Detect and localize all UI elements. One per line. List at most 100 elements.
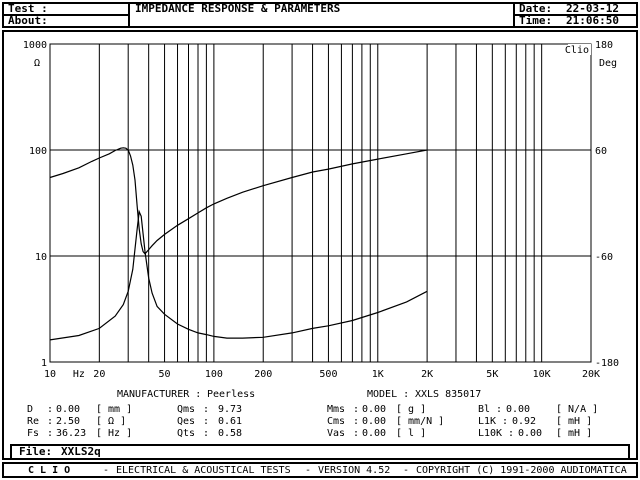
param-vas-name: Vas <box>327 428 346 439</box>
param-l10k-name: L10K <box>478 428 503 439</box>
header-divider-right <box>513 14 638 16</box>
param-re-sep: : <box>47 416 54 427</box>
y-right-tick-label: -180 <box>595 358 619 369</box>
about-label: About: <box>8 14 48 27</box>
plot-border <box>49 43 592 363</box>
param-l1k-name: L1K <box>478 416 497 427</box>
param-mms-unit: [ g ] <box>396 404 427 415</box>
x-tick-label: 500 <box>319 369 337 380</box>
footer-sep-1: - <box>103 465 110 476</box>
y-left-unit: Ω <box>34 58 40 69</box>
page-title: IMPEDANCE RESPONSE & PARAMETERS <box>135 2 341 15</box>
param-mms-name: Mms <box>327 404 346 415</box>
test-label: Test : <box>8 2 48 15</box>
y-right-tick-label: 60 <box>595 146 607 157</box>
param-bl-name: Bl <box>478 404 491 415</box>
param-bl-value: 0.00 <box>506 404 531 415</box>
param-mms-sep: : <box>353 404 360 415</box>
param-re-unit: [ Ω ] <box>96 416 127 427</box>
param-vas-unit: [ l ] <box>396 428 427 439</box>
param-re-value: 2.50 <box>56 416 81 427</box>
param-d-value: 0.00 <box>56 404 81 415</box>
footer-bar <box>2 462 638 478</box>
file-label: File: <box>19 445 53 458</box>
header-divider-left <box>2 14 130 16</box>
param-cms-value: 0.00 <box>362 416 387 427</box>
time-label: Time: <box>519 14 553 27</box>
param-fs-sep: : <box>47 428 54 439</box>
time-value: 21:06:50 <box>566 14 619 27</box>
param-cms-unit: [ mm/N ] <box>396 416 445 427</box>
file-value: XXLS2q <box>61 445 101 458</box>
x-tick-label: 10K <box>533 369 551 380</box>
y-left-tick-label: 1000 <box>23 40 47 51</box>
x-tick-label: 1K <box>372 369 384 380</box>
param-qms-sep: : <box>203 404 210 415</box>
param-fs-value: 36.23 <box>56 428 87 439</box>
param-fs-name: Fs <box>27 428 40 439</box>
param-qms-name: Qms <box>177 404 196 415</box>
param-cms-name: Cms <box>327 416 346 427</box>
param-d-name: D <box>27 404 34 415</box>
x-tick-label: 100 <box>205 369 223 380</box>
x-tick-label: 50 <box>159 369 171 380</box>
y-right-tick-label: -60 <box>595 252 613 263</box>
param-l10k-value: 0.00 <box>518 428 543 439</box>
param-l10k-unit: [ mH ] <box>556 428 593 439</box>
model-value: XXLS 835017 <box>415 389 482 400</box>
param-qts-sep: : <box>203 428 210 439</box>
param-vas-value: 0.00 <box>362 428 387 439</box>
manufacturer-label: MANUFACTURER : <box>117 389 202 400</box>
footer-desc: ELECTRICAL & ACOUSTICAL TESTS <box>116 465 291 476</box>
x-tick-label: 20K <box>582 369 600 380</box>
param-l1k-unit: [ mH ] <box>556 416 593 427</box>
phase-curve <box>49 209 428 341</box>
param-bl-sep: : <box>496 404 503 415</box>
file-bar <box>10 444 630 460</box>
footer-version: VERSION 4.52 <box>318 465 391 476</box>
param-d-unit: [ mm ] <box>96 404 133 415</box>
param-d-sep: : <box>47 404 54 415</box>
param-vas-sep: : <box>353 428 360 439</box>
footer-brand: C L I O <box>28 465 71 476</box>
param-cms-sep: : <box>353 416 360 427</box>
param-qms-value: 9.73 <box>218 404 243 415</box>
param-qes-sep: : <box>203 416 210 427</box>
param-qts-name: Qts <box>177 428 196 439</box>
model-label: MODEL : <box>367 389 410 400</box>
footer-copyright: COPYRIGHT (C) 1991-2000 AUDIOMATICA <box>416 465 627 476</box>
param-qts-value: 0.58 <box>218 428 243 439</box>
date-label: Date: <box>519 2 553 15</box>
param-bl-unit: [ N/A ] <box>556 404 599 415</box>
param-fs-unit: [ Hz ] <box>96 428 133 439</box>
manufacturer-value: Peerless <box>207 389 256 400</box>
param-qes-name: Qes <box>177 416 196 427</box>
chart-grid <box>49 43 592 363</box>
param-re-name: Re <box>27 416 40 427</box>
chart-curves <box>49 147 428 341</box>
clio-tag-bg <box>568 44 591 55</box>
param-mms-value: 0.00 <box>362 404 387 415</box>
magnitude-curve <box>49 147 428 255</box>
y-left-tick-label: 1 <box>41 358 47 369</box>
clio-tag: Clio <box>565 45 589 56</box>
param-l1k-sep: : <box>502 416 509 427</box>
param-l1k-value: 0.92 <box>512 416 537 427</box>
header-vdivider-left <box>128 2 130 28</box>
x-unit-label: Hz <box>73 369 85 380</box>
y-left-tick-label: 10 <box>35 252 47 263</box>
param-qes-value: 0.61 <box>218 416 243 427</box>
footer-sep-3: - <box>403 465 410 476</box>
footer-sep-2: - <box>305 465 312 476</box>
y-right-unit: Deg <box>599 58 617 69</box>
x-tick-label: 20 <box>93 369 105 380</box>
date-value: 22-03-12 <box>566 2 619 15</box>
y-left-tick-label: 100 <box>29 146 47 157</box>
y-right-tick-label: 180 <box>595 40 613 51</box>
param-l10k-sep: : <box>508 428 515 439</box>
x-tick-label: 10 <box>44 369 56 380</box>
x-tick-label: 5K <box>486 369 498 380</box>
x-tick-label: 2K <box>421 369 433 380</box>
